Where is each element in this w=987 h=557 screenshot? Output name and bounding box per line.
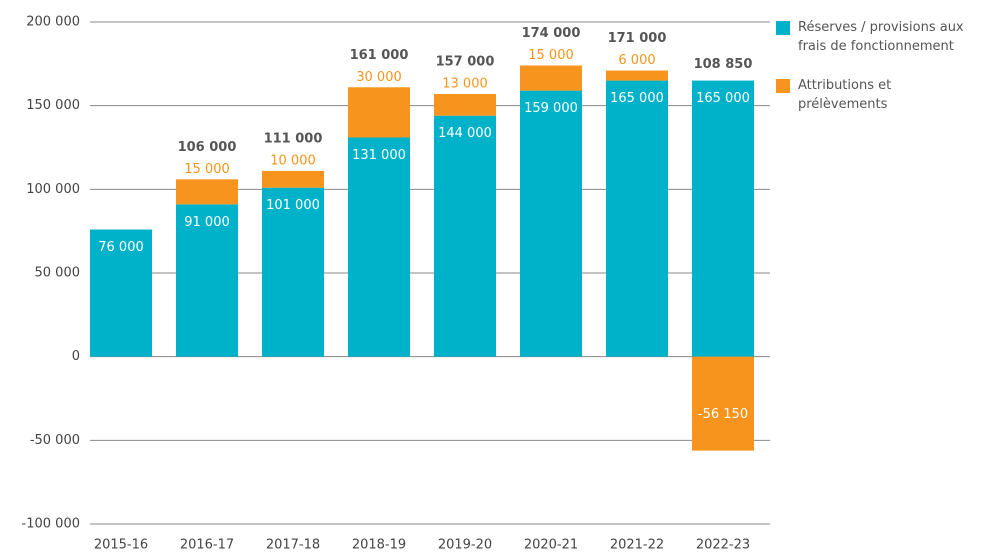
total-label: 111 000 — [264, 131, 323, 146]
bar-segment — [262, 187, 324, 357]
value-label: 165 000 — [610, 91, 664, 106]
value-label: 76 000 — [98, 240, 144, 255]
x-tick-label: 2017-18 — [266, 538, 320, 553]
y-tick-label: 0 — [72, 349, 80, 364]
y-tick-label: 200 000 — [26, 15, 80, 30]
value-label: 13 000 — [442, 76, 488, 91]
x-tick-label: 2019-20 — [438, 538, 492, 553]
x-tick-label: 2021-22 — [610, 538, 664, 553]
legend-label: Réserves / provisions aux frais de foncti… — [798, 20, 964, 54]
y-tick-label: 100 000 — [26, 182, 80, 197]
y-tick-label: -100 000 — [22, 517, 80, 532]
total-label: 174 000 — [522, 26, 581, 41]
value-label: 15 000 — [184, 162, 230, 177]
bar-segment — [262, 170, 324, 188]
bar-segment — [90, 229, 152, 357]
total-label: 108 850 — [694, 57, 753, 72]
total-label: 161 000 — [350, 48, 409, 63]
value-label: 30 000 — [356, 70, 402, 85]
bar-segment — [520, 65, 582, 91]
bar-segment — [434, 115, 496, 357]
bar-segment — [434, 93, 496, 116]
bar-segment — [606, 80, 668, 357]
x-tick-label: 2015-16 — [94, 538, 148, 553]
value-label: 15 000 — [528, 48, 574, 63]
value-label: 144 000 — [438, 126, 492, 141]
bar-segment — [606, 70, 668, 81]
value-label: 91 000 — [184, 215, 230, 230]
total-label: 106 000 — [178, 140, 237, 155]
value-label: 165 000 — [696, 91, 750, 106]
value-label: 159 000 — [524, 101, 578, 116]
x-tick-label: 2022-23 — [696, 538, 750, 553]
bar-segment — [692, 356, 754, 451]
bar-segment — [176, 204, 238, 357]
legend-swatch — [776, 79, 790, 93]
legend-label: Attributions et prélèvements — [798, 78, 891, 112]
bar-segment — [176, 179, 238, 205]
y-tick-label: 50 000 — [35, 266, 81, 281]
legend-swatch — [776, 21, 790, 35]
value-label: 10 000 — [270, 153, 316, 168]
x-tick-label: 2018-19 — [352, 538, 406, 553]
value-label: 131 000 — [352, 148, 406, 163]
bar-segment — [348, 87, 410, 138]
value-label: 6 000 — [618, 53, 655, 68]
x-tick-label: 2020-21 — [524, 538, 578, 553]
y-tick-label: -50 000 — [30, 433, 80, 448]
bar-segment — [692, 80, 754, 357]
value-label: -56 150 — [698, 407, 748, 422]
y-tick-label: 150 000 — [26, 98, 80, 113]
bar-segment — [520, 90, 582, 357]
bar-segment — [348, 137, 410, 357]
total-label: 157 000 — [436, 54, 495, 69]
value-label: 101 000 — [266, 198, 320, 213]
x-tick-label: 2016-17 — [180, 538, 234, 553]
total-label: 171 000 — [608, 31, 667, 46]
